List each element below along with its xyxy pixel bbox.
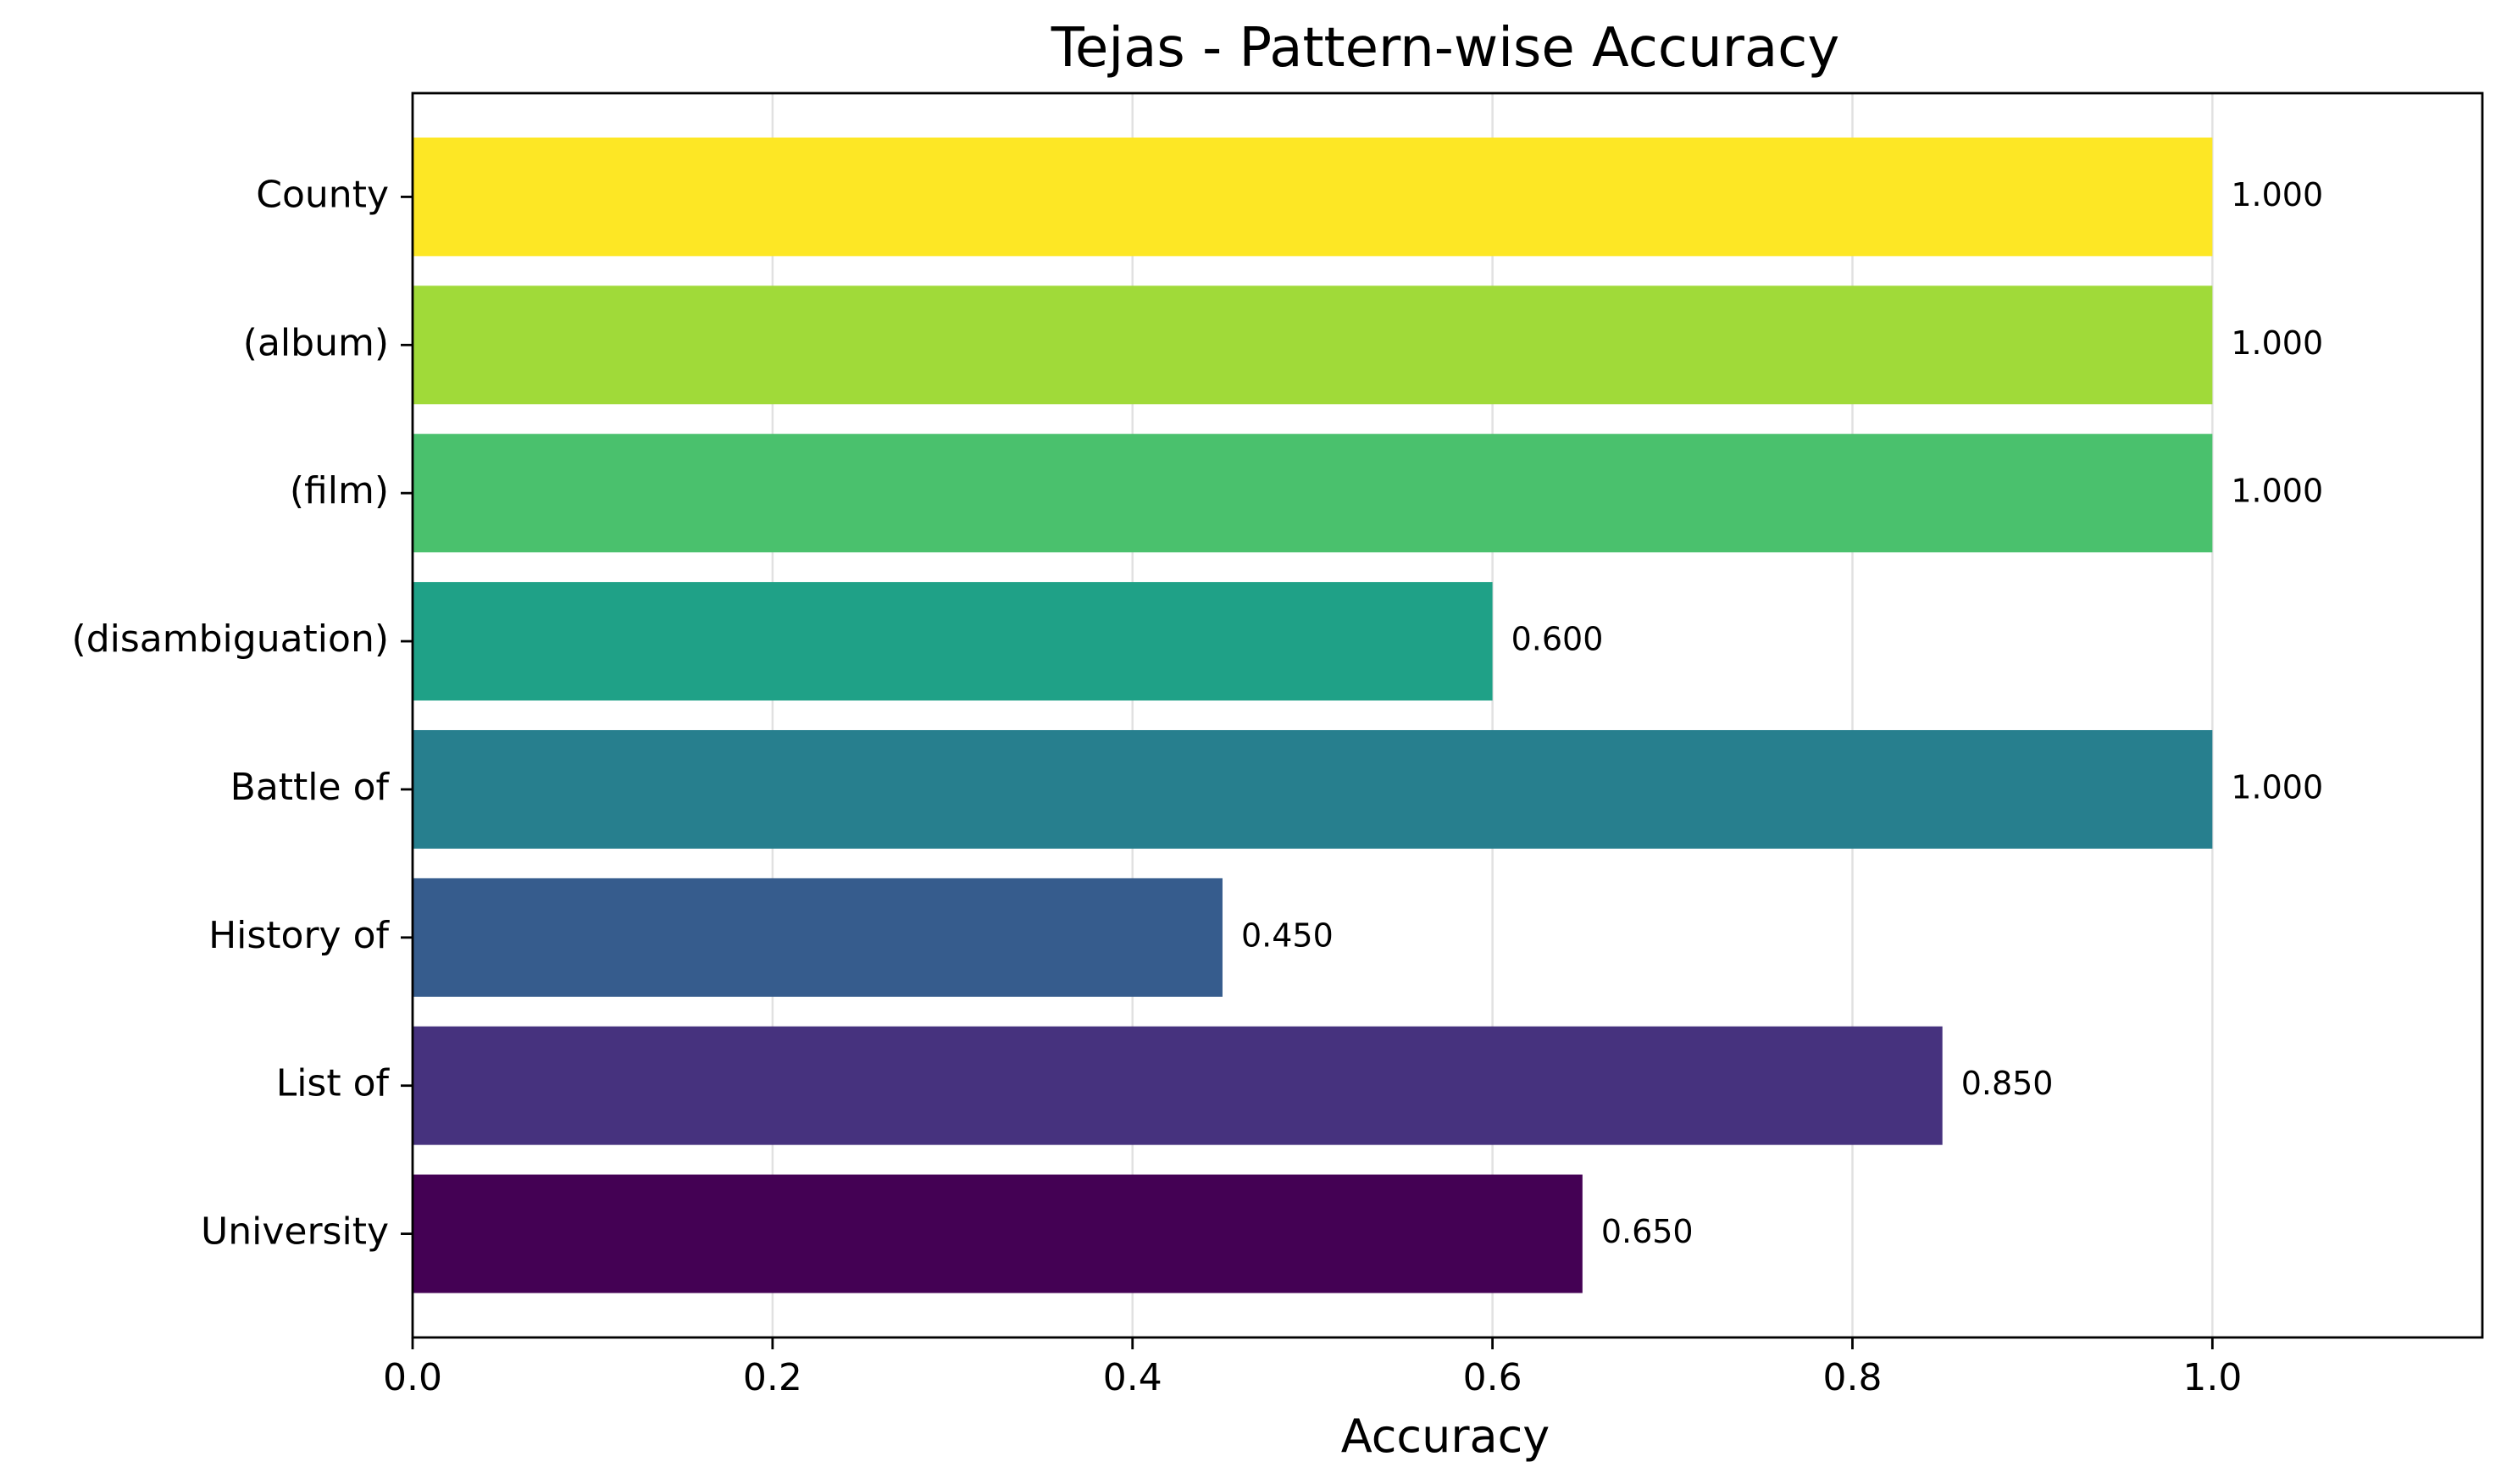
chart-title: Tejas - Pattern-wise Accuracy [1051, 17, 1839, 80]
data-label: 0.850 [1961, 1065, 2054, 1102]
x-axis: 0.0 0.2 0.4 0.6 0.8 1.0 [383, 1337, 2242, 1399]
bars-layer [413, 137, 2213, 1293]
data-label: 0.600 [1511, 621, 1604, 658]
bar [413, 137, 2213, 257]
bar [413, 729, 2213, 849]
plot-area-frame [411, 91, 2484, 1339]
x-tick-label: 0.6 [1463, 1356, 1522, 1399]
y-tick-label: (film) [290, 469, 389, 512]
data-label: 1.000 [2231, 176, 2323, 213]
x-tick-label: 0.8 [1822, 1356, 1882, 1399]
data-label: 0.450 [1241, 916, 1334, 954]
data-label: 1.000 [2231, 768, 2323, 806]
y-axis: County (album) (film) (disambiguation) Battl… [72, 173, 413, 1254]
bar [413, 1026, 1943, 1145]
data-label: 1.000 [2231, 324, 2323, 362]
bar [413, 434, 2213, 553]
y-tick-label: List of [276, 1062, 391, 1105]
bar [413, 285, 2213, 405]
bar [413, 1174, 1583, 1293]
x-tick-label: 0.0 [383, 1356, 442, 1399]
data-label: 0.650 [1601, 1213, 1694, 1250]
data-labels-layer: 1.000 1.000 1.000 0.600 1.000 0.450 0.850 0.650 [1241, 176, 2323, 1250]
bar [413, 582, 1493, 701]
x-tick-label: 1.0 [2182, 1356, 2242, 1399]
data-label: 1.000 [2231, 473, 2323, 510]
y-tick-label: (album) [243, 321, 389, 364]
y-tick-label: History of [208, 914, 390, 957]
x-tick-label: 0.2 [743, 1356, 802, 1399]
bar [413, 878, 1223, 997]
y-tick-label: University [201, 1210, 389, 1254]
grid-layer [411, 93, 2214, 1337]
y-tick-label: (disambiguation) [72, 617, 389, 661]
y-tick-label: County [256, 173, 389, 216]
y-tick-label: Battle of [230, 766, 391, 809]
x-tick-label: 0.4 [1103, 1356, 1162, 1399]
x-axis-label: Accuracy [1341, 1409, 1550, 1463]
